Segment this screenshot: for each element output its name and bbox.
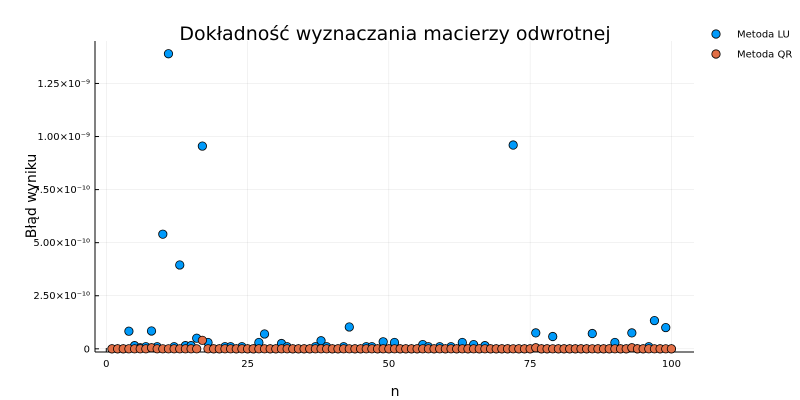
data-point — [344, 322, 354, 332]
data-point — [508, 140, 518, 150]
data-point — [197, 335, 207, 345]
data-point — [259, 329, 270, 339]
legend-marker — [711, 29, 721, 39]
data-point — [627, 328, 637, 338]
legend-marker — [711, 49, 721, 59]
data-points — [107, 49, 676, 354]
legend-label: Metoda LU — [737, 30, 790, 41]
y-axis-label: Błąd wyniku — [24, 154, 40, 239]
data-point — [146, 326, 157, 336]
x-tick-label: 50 — [382, 359, 395, 370]
data-point — [666, 344, 676, 354]
data-point — [531, 328, 541, 338]
data-point — [661, 322, 671, 333]
data-point — [175, 260, 185, 270]
data-point — [158, 229, 168, 239]
data-point — [163, 49, 174, 59]
y-tick-label: 1.00×10⁻⁹ — [37, 132, 90, 143]
data-point — [548, 331, 558, 342]
legend-label: Metoda QR — [737, 50, 792, 61]
data-point — [192, 344, 202, 354]
y-tick-label: 5.00×10⁻¹⁰ — [33, 238, 90, 249]
y-tick-label: 0 — [84, 344, 90, 355]
data-point — [197, 141, 207, 151]
legend: Metoda LU Metoda QR — [711, 29, 792, 61]
data-point — [124, 326, 134, 336]
x-tick-label: 75 — [524, 359, 537, 370]
data-point — [587, 328, 597, 339]
x-tick-label: 100 — [662, 359, 681, 370]
data-point — [649, 315, 660, 326]
tick-labels: 0 25 50 75 100 0 2.50×10⁻¹⁰ 5.00×10⁻¹⁰ 7.50×10⁻¹… — [33, 79, 681, 370]
x-axis-label: n — [391, 384, 400, 400]
x-tick-label: 25 — [241, 359, 254, 370]
y-tick-label: 7.50×10⁻¹⁰ — [33, 185, 90, 196]
series-2 — [107, 335, 676, 354]
chart-title: Dokładność wyznaczania macierzy odwrotne… — [179, 23, 610, 45]
x-tick-label: 0 — [103, 359, 109, 370]
y-tick-label: 2.50×10⁻¹⁰ — [33, 291, 90, 302]
y-tick-label: 1.25×10⁻⁹ — [37, 79, 90, 90]
